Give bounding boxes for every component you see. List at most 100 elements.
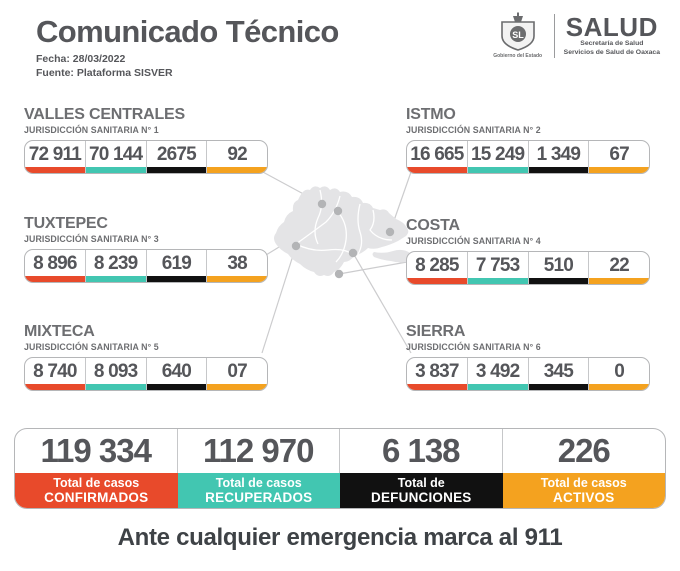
deaths-value: 2675: [156, 143, 197, 165]
logo-sub1: Secretaría de Salud: [580, 40, 644, 48]
active-value: 38: [227, 252, 247, 274]
active-value: 92: [227, 143, 247, 165]
active-bar: [207, 167, 267, 173]
band-label-top: Total de casos: [540, 475, 627, 490]
recovered-value: 3 492: [475, 360, 520, 382]
total-deaths-band: Total de DEFUNCIONES: [340, 473, 503, 508]
active-bar: [207, 384, 267, 390]
active-value: 67: [609, 143, 629, 165]
stats-box: 16 665 15 249 1 349 67: [406, 140, 650, 174]
recovered-bar: [467, 278, 528, 284]
confirmed-value: 8 740: [33, 360, 77, 382]
emergency-footer: Ante cualquier emergencia marca al 911: [117, 524, 563, 551]
date-label: Fecha: 28/03/2022: [36, 53, 126, 65]
section-title: MIXTECA: [24, 323, 95, 340]
logo-sub2: Servicios de Salud de Oaxaca: [563, 48, 660, 56]
confirmed-bar: [407, 278, 467, 284]
confirmed-bar: [25, 276, 85, 282]
source-label: Fuente: Plataforma SISVER: [36, 66, 173, 79]
section-sierra: SIERRA JURISDICCIÓN SANITARIA N° 6 3 837…: [406, 324, 650, 391]
section-mixteca: MIXTECA JURISDICCIÓN SANITARIA N° 5 8 74…: [24, 324, 268, 391]
deaths-value: 510: [543, 254, 574, 276]
recovered-bar: [467, 167, 528, 173]
total-confirmed-band: Total de casos CONFIRMADOS: [15, 473, 178, 508]
active-value: 0: [614, 360, 625, 382]
stats-box: 8 896 8 239 619 38: [24, 249, 268, 283]
confirmed-value: 3 837: [415, 360, 459, 382]
band-label-top: Total de casos: [53, 475, 140, 490]
deaths-bar: [528, 278, 589, 284]
recovered-value: 15 249: [470, 143, 525, 165]
dot-costa: [334, 269, 344, 279]
band-label-top: Total de: [397, 475, 445, 490]
band-label-bottom: RECUPERADOS: [205, 489, 313, 505]
deaths-bar: [146, 384, 207, 390]
band-label-bottom: DEFUNCIONES: [371, 489, 472, 505]
recovered-bar: [85, 384, 146, 390]
deaths-value: 640: [161, 360, 192, 382]
active-value: 07: [227, 360, 247, 382]
section-title: TUXTEPEC: [24, 215, 108, 232]
recovered-value: 70 144: [88, 143, 143, 165]
totals-bar: 119 334 Total de casos CONFIRMADOS 112 9…: [14, 428, 666, 509]
section-istmo: ISTMO JURISDICCIÓN SANITARIA N° 2 16 665…: [406, 107, 650, 174]
section-subtitle: JURISDICCIÓN SANITARIA N° 3: [24, 234, 159, 244]
stats-box: 8 740 8 093 640 07: [24, 357, 268, 391]
active-value: 22: [609, 254, 629, 276]
crest-icon: SL: [500, 12, 535, 51]
confirmed-value: 16 665: [410, 143, 464, 165]
state-crest: SL Gobierno del Estado: [491, 12, 545, 59]
section-tuxtepec: TUXTEPEC JURISDICCIÓN SANITARIA N° 3 8 8…: [24, 216, 268, 283]
logo-divider: [553, 13, 555, 58]
oaxaca-map: [274, 186, 413, 279]
active-bar: [589, 278, 649, 284]
confirmed-bar: [407, 384, 467, 390]
band-label-bottom: CONFIRMADOS: [44, 489, 149, 505]
deaths-bar: [146, 276, 207, 282]
total-active: 226 Total de casos ACTIVOS: [502, 429, 665, 508]
section-title: SIERRA: [406, 323, 466, 340]
dot-sierra: [348, 248, 358, 258]
deaths-value: 1 349: [536, 143, 581, 165]
page-title: Comunicado Técnico: [36, 14, 339, 49]
dot-mixteca: [291, 241, 301, 251]
recovered-value: 8 239: [93, 252, 138, 274]
section-subtitle: JURISDICCIÓN SANITARIA N° 4: [406, 236, 541, 246]
stats-box: 3 837 3 492 345 0: [406, 357, 650, 391]
section-title: VALLES CENTRALES: [24, 106, 185, 123]
total-confirmed-value: 119 334: [15, 429, 178, 473]
recovered-value: 8 093: [93, 360, 138, 382]
section-title: ISTMO: [406, 106, 456, 123]
recovered-bar: [85, 167, 146, 173]
dot-valles-centrales: [317, 199, 327, 209]
active-bar: [589, 384, 649, 390]
recovered-bar: [467, 384, 528, 390]
section-subtitle: JURISDICCIÓN SANITARIA N° 6: [406, 342, 541, 352]
total-deaths: 6 138 Total de DEFUNCIONES: [340, 429, 503, 508]
total-recovered: 112 970 Total de casos RECUPERADOS: [177, 429, 340, 508]
section-costa: COSTA JURISDICCIÓN SANITARIA N° 4 8 285 …: [406, 218, 650, 285]
section-subtitle: JURISDICCIÓN SANITARIA N° 5: [24, 342, 159, 352]
logo-org-name: SALUD: [565, 12, 658, 43]
deaths-bar: [528, 167, 589, 173]
total-confirmed: 119 334 Total de casos CONFIRMADOS: [15, 429, 178, 508]
recovered-bar: [85, 276, 146, 282]
confirmed-bar: [25, 384, 85, 390]
total-deaths-value: 6 138: [340, 429, 503, 473]
deaths-value: 345: [543, 360, 574, 382]
section-valles-centrales: VALLES CENTRALES JURISDICCIÓN SANITARIA …: [24, 107, 268, 174]
svg-text:SL: SL: [512, 30, 524, 40]
deaths-value: 619: [161, 252, 192, 274]
confirmed-value: 8 896: [33, 252, 77, 274]
recovered-value: 7 753: [475, 254, 520, 276]
confirmed-value: 72 911: [28, 143, 82, 165]
dot-tuxtepec: [333, 206, 343, 216]
deaths-bar: [146, 167, 207, 173]
band-label-top: Total de casos: [215, 475, 302, 490]
dot-istmo: [385, 227, 395, 237]
section-subtitle: JURISDICCIÓN SANITARIA N° 2: [406, 125, 541, 135]
total-recovered-band: Total de casos RECUPERADOS: [177, 473, 340, 508]
active-bar: [207, 276, 267, 282]
